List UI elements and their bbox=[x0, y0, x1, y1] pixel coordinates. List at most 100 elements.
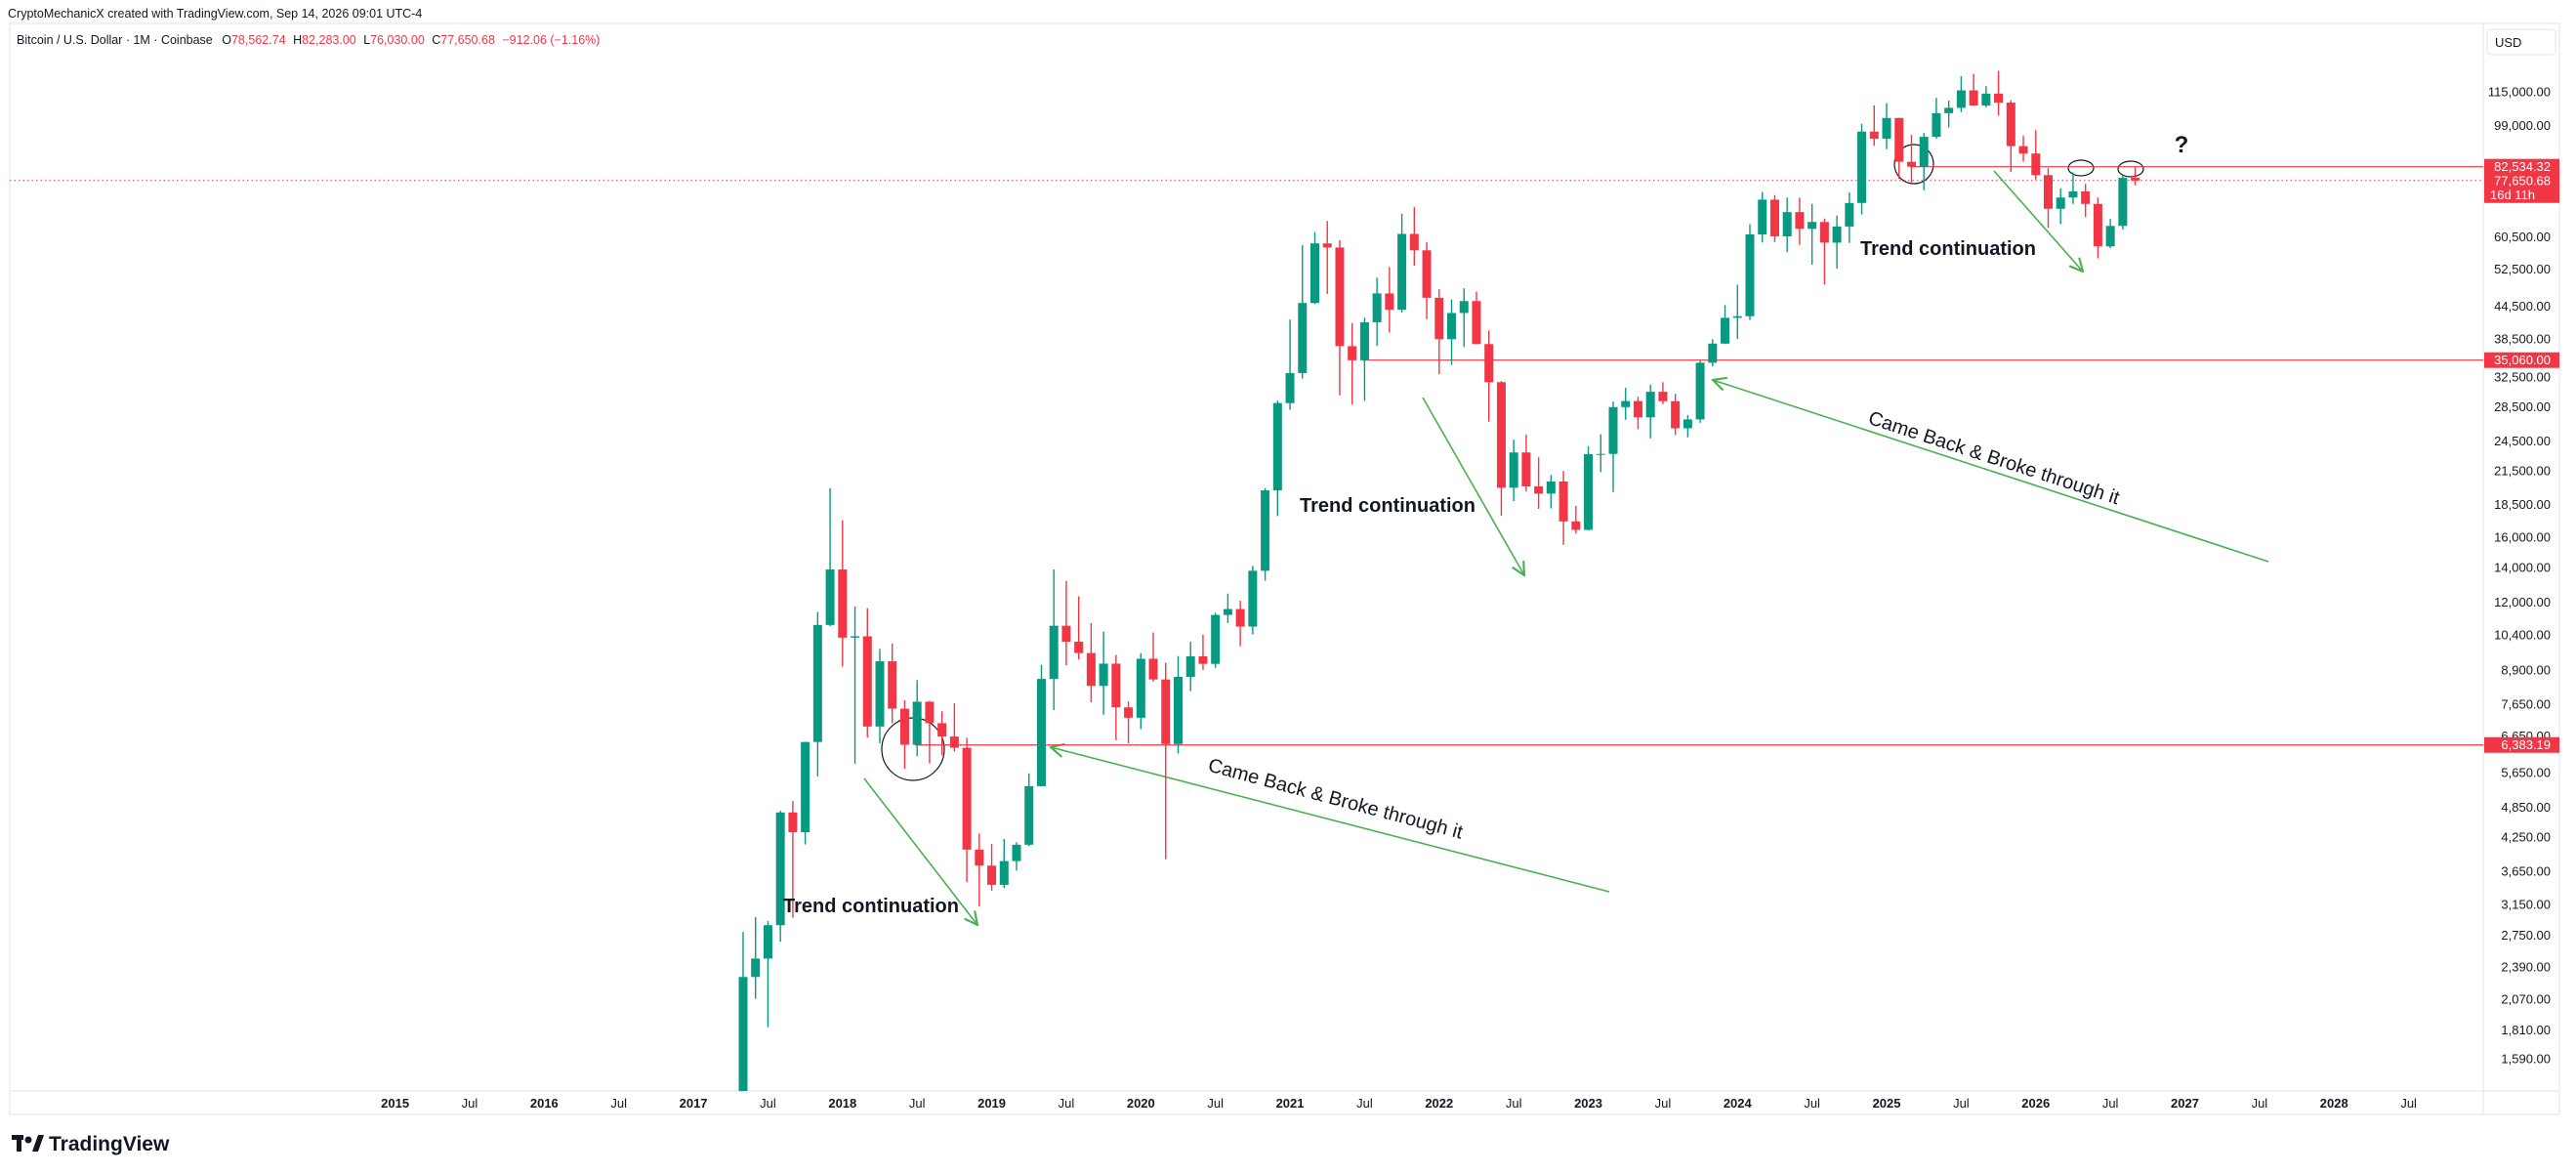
candle bbox=[825, 487, 835, 627]
candle-body bbox=[1658, 392, 1668, 401]
candle-body bbox=[1099, 663, 1108, 687]
candle bbox=[2081, 184, 2091, 218]
circle bbox=[1893, 144, 1934, 185]
candle-body bbox=[1049, 625, 1059, 680]
candle-body bbox=[1359, 321, 1369, 360]
y-tick-label: 14,000.00 bbox=[2494, 561, 2551, 575]
y-tick-label: 18,500.00 bbox=[2494, 497, 2551, 512]
candle bbox=[1272, 400, 1282, 517]
x-tick-label: Jul bbox=[1506, 1096, 1522, 1111]
x-tick-label: 2025 bbox=[1873, 1096, 1901, 1111]
candle-body bbox=[1261, 490, 1270, 571]
level-label: 82,534.32 bbox=[2494, 159, 2551, 174]
currency-box[interactable] bbox=[2486, 28, 2556, 56]
candle-body bbox=[1956, 90, 1966, 108]
candle-body bbox=[1981, 93, 1991, 106]
candle-body bbox=[1596, 453, 1605, 455]
candle-body bbox=[1608, 406, 1618, 454]
circle bbox=[2117, 160, 2144, 178]
y-tick-label: 7,650.00 bbox=[2501, 696, 2551, 711]
candle bbox=[1819, 218, 1829, 285]
candle bbox=[1248, 566, 1258, 635]
candle-body bbox=[1422, 250, 1432, 298]
candle bbox=[1298, 244, 1308, 379]
candle-body bbox=[1832, 226, 1842, 243]
logo-mark bbox=[17, 1135, 21, 1152]
candle-body bbox=[1472, 301, 1481, 345]
candle-body bbox=[1148, 658, 1158, 680]
candle bbox=[1608, 401, 1618, 492]
candle-body bbox=[1509, 452, 1518, 488]
y-tick-label: 16,000.00 bbox=[2494, 530, 2551, 545]
candle-body bbox=[1571, 521, 1581, 530]
x-tick-label: Jul bbox=[1356, 1096, 1373, 1111]
arrow bbox=[1051, 747, 1610, 893]
candle-body bbox=[1621, 400, 1631, 407]
candle bbox=[1086, 622, 1096, 703]
candle bbox=[937, 711, 947, 756]
candle bbox=[851, 606, 860, 764]
candle-body bbox=[1721, 317, 1730, 344]
candle-body bbox=[2093, 203, 2102, 247]
candle-body bbox=[1372, 293, 1382, 322]
currency[interactable]: USD bbox=[2495, 35, 2521, 50]
x-tick-label: Jul bbox=[462, 1096, 478, 1111]
candle-body bbox=[775, 812, 785, 926]
drawings bbox=[863, 170, 2269, 925]
ohlc-key: C bbox=[432, 33, 440, 47]
candle bbox=[1235, 600, 1245, 647]
candle-body bbox=[1173, 676, 1183, 744]
candle bbox=[2056, 188, 2065, 225]
candle bbox=[925, 700, 935, 764]
x-tick-label: Jul bbox=[610, 1096, 627, 1111]
x-tick-label: Jul bbox=[1953, 1096, 1970, 1111]
candle bbox=[1161, 662, 1171, 860]
candle bbox=[1335, 239, 1345, 396]
candle bbox=[1981, 86, 1991, 107]
candle-body bbox=[1061, 625, 1071, 643]
x-tick-label: 2027 bbox=[2171, 1096, 2199, 1111]
ohlc-value: 78,562.74 bbox=[231, 33, 286, 47]
candle-body bbox=[875, 661, 885, 727]
candle bbox=[1359, 317, 1369, 401]
candle bbox=[775, 811, 785, 943]
candle-body bbox=[1447, 313, 1457, 340]
candle-body bbox=[1348, 346, 1357, 360]
candle-body bbox=[1335, 247, 1345, 347]
candle bbox=[1782, 197, 1792, 253]
candle bbox=[1409, 207, 1419, 267]
candle bbox=[1906, 135, 1916, 184]
candle-body bbox=[1036, 679, 1046, 786]
candle-body bbox=[1124, 707, 1134, 718]
candle-body bbox=[1546, 481, 1556, 494]
candle bbox=[763, 920, 772, 1028]
candle-body bbox=[1932, 112, 1941, 138]
candle-body bbox=[1161, 679, 1171, 744]
candle-body bbox=[1633, 400, 1642, 418]
candle-body bbox=[949, 736, 959, 748]
candle-body bbox=[1235, 608, 1245, 627]
candle-body bbox=[1758, 199, 1767, 234]
y-tick-label: 8,900.00 bbox=[2501, 662, 2551, 677]
pane-border bbox=[9, 22, 2560, 1115]
candle bbox=[1173, 655, 1183, 754]
candle bbox=[1758, 191, 1767, 243]
candle bbox=[1832, 215, 1842, 270]
candle-body bbox=[1845, 202, 1854, 227]
candle bbox=[1198, 634, 1208, 670]
candle-body bbox=[1397, 233, 1407, 311]
candle-body bbox=[1534, 485, 1544, 494]
candle bbox=[738, 932, 748, 1091]
y-tick-label: 2,750.00 bbox=[2501, 928, 2551, 943]
ohlc-value: 76,030.00 bbox=[370, 33, 425, 47]
y-tick-label: 4,850.00 bbox=[2501, 800, 2551, 815]
candle bbox=[2031, 130, 2041, 180]
candle-body bbox=[801, 741, 810, 833]
y-tick-label: 10,400.00 bbox=[2494, 627, 2551, 642]
x-tick-label: Jul bbox=[1059, 1096, 1075, 1111]
candle-body bbox=[2105, 226, 2115, 247]
x-tick-label: 2015 bbox=[381, 1096, 409, 1111]
x-tick-label: Jul bbox=[2400, 1096, 2417, 1111]
x-tick-label: 2024 bbox=[1724, 1096, 1753, 1111]
candle bbox=[949, 702, 959, 752]
